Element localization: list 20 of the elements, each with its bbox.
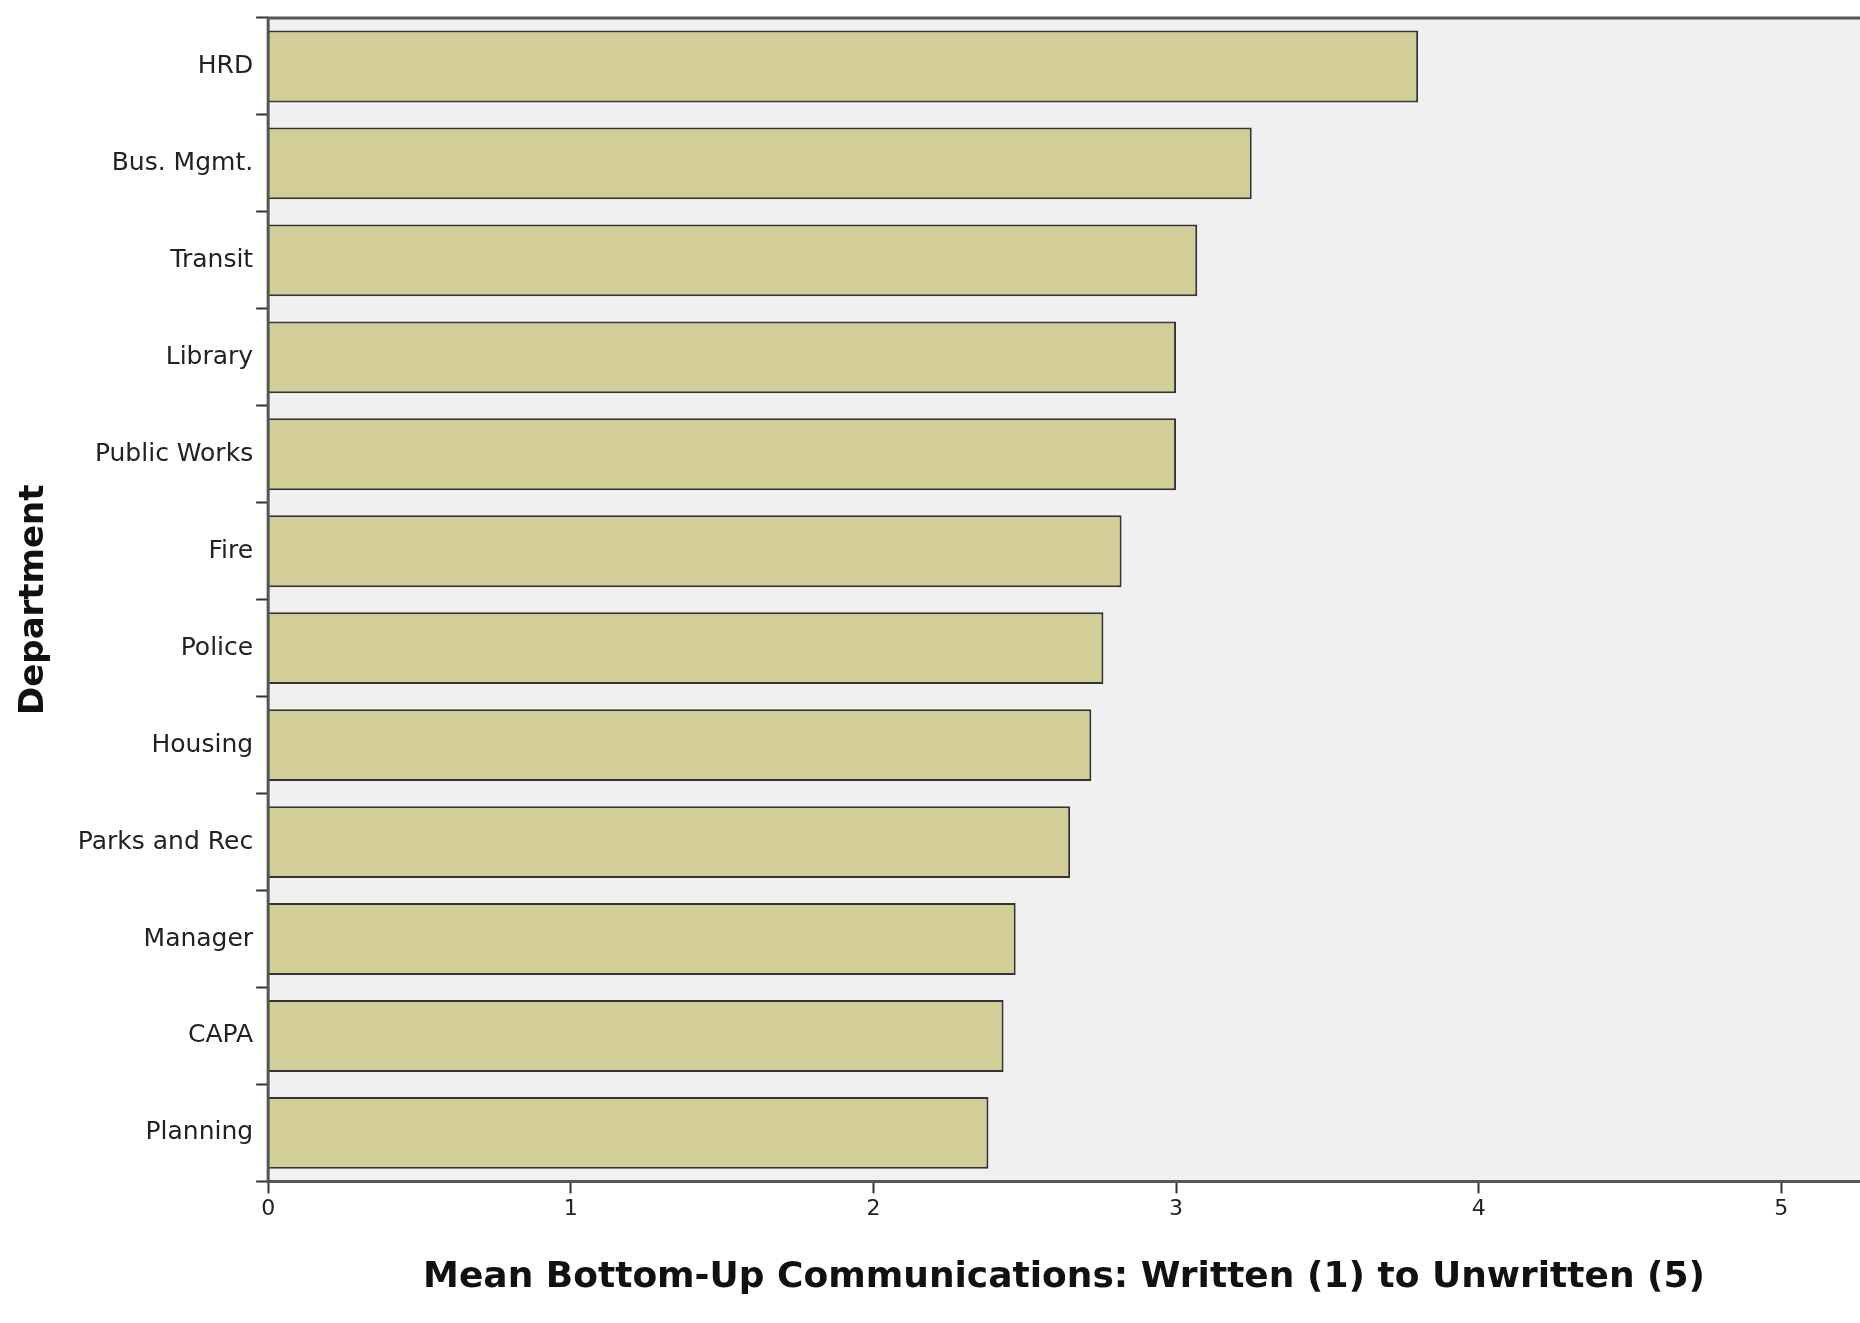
x-tick-label: 2 (866, 1195, 881, 1221)
y-tick-label: CAPA (188, 1019, 254, 1049)
x-tick-label: 0 (261, 1195, 276, 1221)
y-tick-label: Parks and Rec (77, 825, 254, 855)
x-axis-title: Mean Bottom-Up Communications: Written (1) to Unwritten (5) (423, 1253, 1706, 1295)
y-tick-label: Manager (143, 922, 254, 952)
y-tick-label: Planning (145, 1116, 254, 1146)
x-tick-label: 1 (563, 1195, 578, 1221)
y-tick-label: Public Works (94, 437, 254, 467)
y-tick-label: Housing (151, 728, 254, 758)
x-tick-label: 3 (1169, 1195, 1184, 1221)
y-tick-label: Fire (208, 534, 254, 564)
y-tick-label: HRD (197, 49, 254, 79)
x-tick-label: 5 (1774, 1195, 1789, 1221)
y-tick-label: Police (180, 631, 254, 661)
y-tick-label: Bus. Mgmt. (111, 146, 254, 176)
y-tick-label: Library (165, 340, 254, 370)
y-tick-label: Transit (169, 243, 254, 273)
x-tick-label: 4 (1471, 1195, 1486, 1221)
y-axis-title: Department (11, 484, 52, 715)
